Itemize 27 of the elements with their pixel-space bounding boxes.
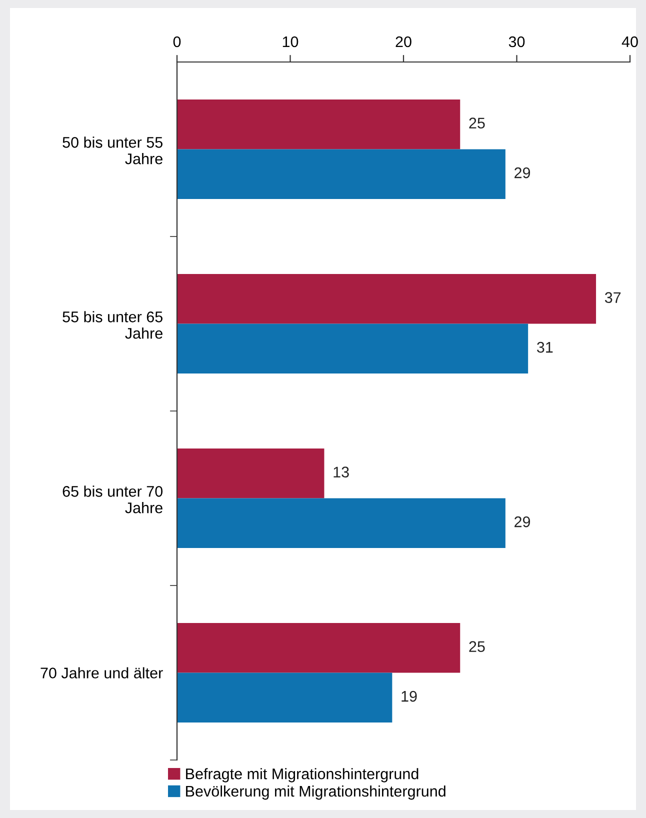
legend-label: Befragte mit Migrationshintergrund	[186, 768, 418, 782]
bar	[177, 672, 392, 722]
y-tick-label: 50 bis unter 55 Jahre	[62, 136, 162, 164]
bar	[177, 274, 596, 324]
x-tick-label: 0	[173, 36, 181, 48]
data-label: 19	[402, 690, 417, 702]
y-tick-label: 65 bis unter 70 Jahre	[62, 486, 163, 514]
bar	[177, 448, 324, 498]
bar	[177, 100, 460, 150]
data-label: 29	[514, 167, 530, 178]
y-tick-label: 55 bis unter 65 Jahre	[62, 311, 162, 339]
data-label: 25	[469, 641, 485, 652]
data-label: 31	[536, 342, 553, 353]
legend-label: Bevölkerung mit Migrationshintergrund	[186, 785, 446, 800]
x-tick-label: 40	[622, 36, 638, 48]
bar	[177, 324, 528, 374]
bar	[177, 498, 506, 548]
y-tick-label: 70 Jahre und älter	[40, 667, 163, 678]
data-label: 13	[334, 466, 349, 478]
data-label: 37	[604, 292, 621, 303]
bar	[177, 623, 460, 673]
data-label: 29	[514, 516, 530, 528]
bar	[177, 149, 506, 199]
x-tick-label: 30	[508, 36, 525, 48]
x-tick-label: 20	[396, 36, 412, 48]
data-label: 25	[469, 118, 485, 128]
x-tick-label: 10	[282, 36, 298, 48]
